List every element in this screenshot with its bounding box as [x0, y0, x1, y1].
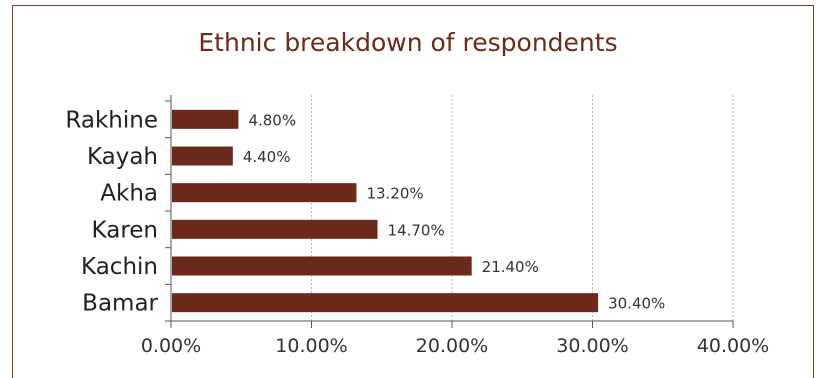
x-tick-label: 40.00%	[697, 335, 769, 357]
bar	[172, 219, 378, 239]
x-tick-label: 10.00%	[275, 335, 347, 357]
chart-frame	[12, 5, 814, 378]
bar	[172, 146, 233, 166]
value-label: 4.80%	[248, 111, 296, 129]
bar	[172, 183, 357, 203]
category-label: Rakhine	[65, 107, 158, 133]
x-tick-label: 0.00%	[141, 335, 201, 357]
value-label: 4.40%	[243, 148, 291, 166]
bar	[172, 293, 599, 313]
chart-title: Ethnic breakdown of respondents	[198, 28, 618, 57]
category-label: Kachin	[81, 254, 158, 280]
category-label: Kayah	[87, 144, 158, 170]
bar	[172, 109, 239, 129]
category-label: Karen	[92, 217, 158, 243]
value-label: 14.70%	[388, 221, 445, 239]
bar	[172, 256, 472, 276]
value-label: 30.40%	[608, 295, 665, 313]
category-label: Bamar	[82, 291, 158, 317]
category-label: Akha	[100, 181, 158, 207]
x-tick-label: 20.00%	[416, 335, 488, 357]
x-tick-label: 30.00%	[556, 335, 628, 357]
value-label: 13.20%	[366, 185, 423, 203]
value-label: 21.40%	[482, 258, 539, 276]
